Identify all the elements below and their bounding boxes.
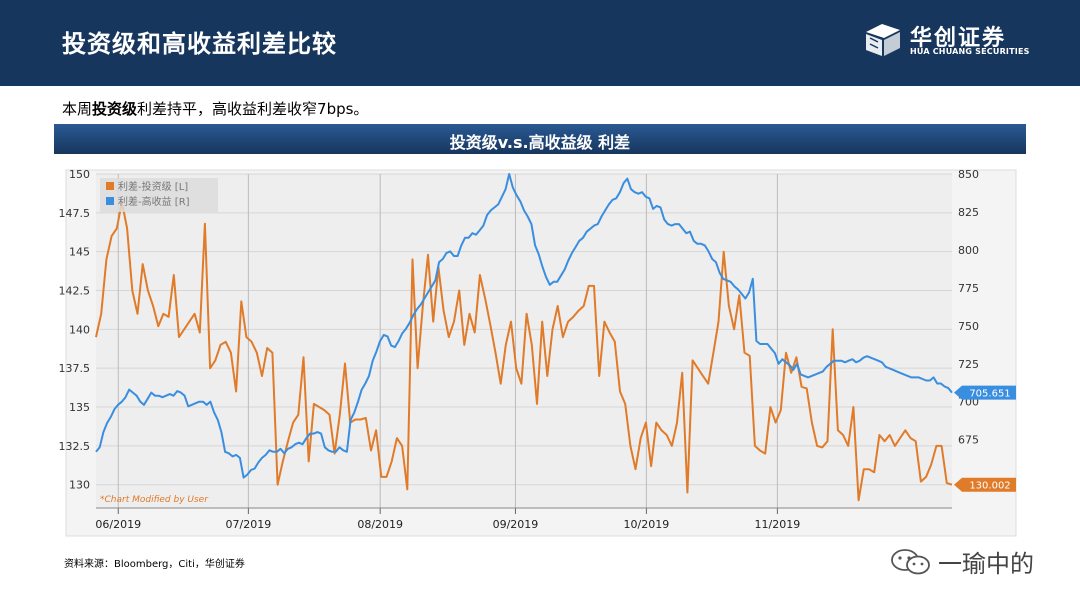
left-axis-tick-label: 135 [69,401,90,414]
right-axis-tick-label: 750 [958,320,979,333]
last-value-label: 130.002 [969,481,1010,492]
legend-box [100,178,218,212]
left-axis-tick-label: 147.5 [59,207,91,220]
page-title: 投资级和高收益利差比较 [62,30,337,58]
company-logo: 华创证券 HUA CHUANG SECURITIES [864,20,1029,62]
left-axis-tick-label: 145 [69,246,90,259]
right-axis-tick-label: 825 [958,206,979,219]
summary-rest: 利差持平，高收益利差收窄7bps。 [137,100,369,118]
header-bar: 投资级和高收益利差比较 华创证券 HUA CHUANG SECURITIES [0,0,1080,86]
left-axis-tick-label: 150 [69,168,90,181]
chart-title-banner: 投资级v.s.高收益级 利差 [54,124,1026,154]
logo-cube-icon [866,24,900,56]
right-axis-tick-label: 800 [958,244,979,257]
chart-annotation: *Chart Modified by User [100,495,209,505]
legend-entry: 利差-高收益 [R] [118,195,190,208]
right-axis-tick-label: 725 [958,358,979,371]
right-axis-tick-label: 850 [958,168,979,181]
logo-text-en: HUA CHUANG SECURITIES [910,47,1030,56]
last-value-tag [954,477,1016,492]
x-axis-tick-label: 08/2019 [357,518,403,531]
legend-swatch [106,182,114,190]
last-value-tag [954,385,1016,400]
legend-swatch [106,197,114,205]
last-value-label: 705.651 [969,389,1010,400]
left-axis-tick-label: 140 [69,323,90,336]
right-axis-tick-label: 675 [958,434,979,447]
x-axis-tick-label: 09/2019 [493,518,539,531]
left-axis-tick-label: 130 [69,479,90,492]
left-axis-tick-label: 142.5 [59,285,91,298]
right-axis-tick-label: 775 [958,282,979,295]
chart-container: 150 147.5 145 142.5 140 137.5 135 132.5 130 850 82… [54,164,1026,542]
summary-prefix: 本周 [62,100,93,118]
left-axis-tick-label: 132.5 [59,440,91,453]
x-axis-tick-label: 10/2019 [624,518,670,531]
left-axis-tick-label: 137.5 [59,362,91,375]
x-axis-tick-label: 06/2019 [95,518,141,531]
watermark: 一瑜中的 [890,544,1050,580]
watermark-text: 一瑜中的 [938,550,1034,578]
chart-title: 投资级v.s.高收益级 利差 [449,133,631,152]
summary-text: 本周投资级利差持平，高收益利差收窄7bps。 [62,98,368,119]
legend-entry: 利差-投资级 [L] [118,180,188,193]
spread-line-chart: 150 147.5 145 142.5 140 137.5 135 132.5 130 850 82… [54,164,1026,542]
series-line-high-yield [95,173,953,479]
x-axis-tick-label: 11/2019 [755,518,801,531]
series-line-investment-grade [95,201,953,502]
wechat-icon [891,549,930,575]
summary-bold: 投资级 [92,100,138,118]
x-axis-tick-label: 07/2019 [226,518,272,531]
logo-text-cn: 华创证券 [910,26,1007,51]
source-note: 资料来源：Bloomberg，Citi，华创证券 [64,559,245,570]
